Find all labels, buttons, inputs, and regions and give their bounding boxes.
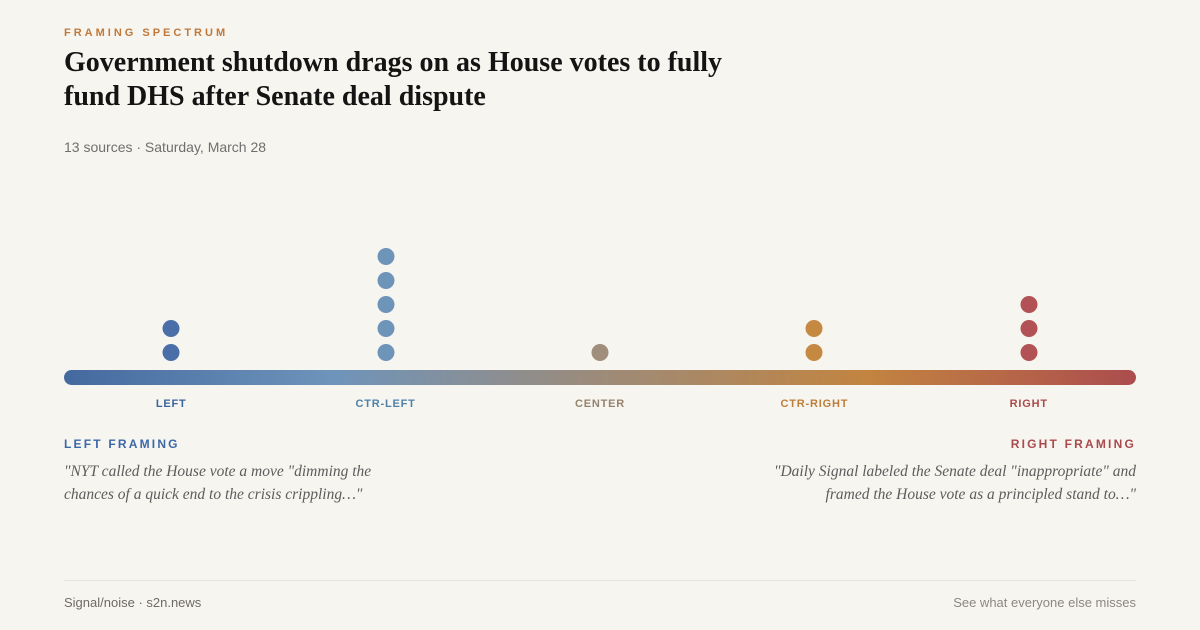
left-framing-section: LEFT FRAMING "NYT called the House vote … bbox=[64, 437, 484, 506]
dot-column-left bbox=[162, 320, 180, 361]
brand-text: Signal/noise · s2n.news bbox=[64, 595, 202, 610]
source-dot-ctr-right bbox=[805, 320, 823, 337]
source-dot-ctr-right bbox=[805, 344, 823, 361]
source-dot-right bbox=[1020, 344, 1038, 361]
tagline-text: See what everyone else misses bbox=[953, 595, 1136, 610]
axis-label-center: CENTER bbox=[574, 398, 626, 410]
axis-label-ctr-left: CTR-LEFT bbox=[355, 398, 416, 410]
left-framing-quote: "NYT called the House vote a move "dimmi… bbox=[64, 463, 372, 503]
footer-divider bbox=[64, 580, 1136, 581]
source-dot-ctr-left bbox=[377, 248, 395, 265]
page-title: Government shutdown drags on as House vo… bbox=[64, 46, 944, 114]
dot-column-right bbox=[1020, 296, 1038, 361]
right-framing-section: RIGHT FRAMING "Daily Signal labeled the … bbox=[706, 437, 1136, 506]
axis-label-right: RIGHT bbox=[1009, 398, 1048, 410]
source-dot-right bbox=[1020, 320, 1038, 337]
right-framing-label: RIGHT FRAMING bbox=[1010, 437, 1136, 451]
dot-column-center bbox=[591, 344, 609, 361]
dot-column-ctr-right bbox=[805, 320, 823, 361]
right-framing-quote: "Daily Signal labeled the Senate deal "i… bbox=[773, 463, 1136, 503]
left-framing-label: LEFT FRAMING bbox=[64, 437, 180, 451]
source-dot-ctr-left bbox=[377, 344, 395, 361]
source-dot-center bbox=[591, 344, 609, 361]
axis-label-ctr-right: CTR-RIGHT bbox=[780, 398, 849, 410]
source-dot-left bbox=[162, 320, 180, 337]
source-dot-ctr-left bbox=[377, 296, 395, 313]
source-dot-left bbox=[162, 344, 180, 361]
source-dot-ctr-left bbox=[377, 320, 395, 337]
spectrum-plot: LEFT CTR-LEFT CENTER CTR-RIGHT RIGHT bbox=[64, 240, 1136, 410]
spectrum-axis-bar bbox=[64, 370, 1136, 385]
source-dot-ctr-left bbox=[377, 272, 395, 289]
kicker-label: FRAMING SPECTRUM bbox=[64, 27, 229, 39]
axis-label-left: LEFT bbox=[155, 398, 187, 410]
dot-column-ctr-left bbox=[377, 248, 395, 361]
sources-date-meta: 13 sources · Saturday, March 28 bbox=[64, 139, 267, 155]
title-line-2: fund DHS after Senate deal dispute bbox=[64, 81, 486, 112]
source-dot-right bbox=[1020, 296, 1038, 313]
title-line-1: Government shutdown drags on as House vo… bbox=[64, 47, 723, 78]
